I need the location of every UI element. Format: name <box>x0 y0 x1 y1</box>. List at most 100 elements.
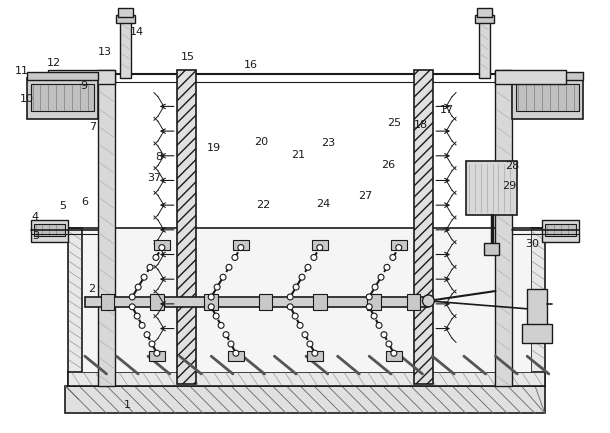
Bar <box>68 372 545 386</box>
Bar <box>27 78 98 119</box>
Text: 26: 26 <box>381 160 395 170</box>
Circle shape <box>287 294 293 300</box>
Text: 7: 7 <box>90 122 96 132</box>
Text: 22: 22 <box>256 200 270 210</box>
Bar <box>475 15 493 23</box>
Circle shape <box>386 341 392 347</box>
Bar <box>120 20 131 78</box>
Text: 20: 20 <box>254 137 269 147</box>
Bar <box>150 294 164 310</box>
Bar <box>85 297 428 307</box>
Circle shape <box>366 304 372 310</box>
Circle shape <box>378 274 384 280</box>
Circle shape <box>292 313 298 319</box>
Bar <box>101 294 115 310</box>
Circle shape <box>159 245 165 251</box>
Circle shape <box>302 332 308 338</box>
Text: 2: 2 <box>88 284 95 294</box>
Text: 19: 19 <box>206 143 221 153</box>
Bar <box>259 294 273 310</box>
Bar <box>542 220 580 242</box>
Bar <box>479 20 490 78</box>
Bar <box>228 351 244 361</box>
Circle shape <box>423 295 434 307</box>
Text: 5: 5 <box>59 201 66 211</box>
Circle shape <box>129 294 135 300</box>
Text: 1: 1 <box>124 400 131 410</box>
Bar <box>82 228 531 372</box>
Text: 8: 8 <box>156 152 163 162</box>
Text: 14: 14 <box>129 27 143 37</box>
Bar <box>516 84 579 111</box>
Bar <box>65 386 545 414</box>
Bar <box>233 240 249 249</box>
Bar <box>307 351 323 361</box>
Circle shape <box>223 332 229 338</box>
Circle shape <box>213 313 219 319</box>
Bar <box>477 8 492 16</box>
Circle shape <box>154 350 160 356</box>
Text: 25: 25 <box>387 118 401 128</box>
Circle shape <box>208 294 214 300</box>
Bar <box>484 242 500 255</box>
Text: 27: 27 <box>358 191 372 201</box>
Text: 37: 37 <box>148 173 162 183</box>
Bar <box>68 228 82 386</box>
Bar <box>545 224 576 236</box>
Circle shape <box>293 284 299 290</box>
Bar <box>512 78 583 119</box>
Text: 28: 28 <box>506 161 520 171</box>
Circle shape <box>153 255 159 260</box>
Bar <box>118 8 133 16</box>
Bar <box>512 72 583 80</box>
Text: 30: 30 <box>526 239 540 249</box>
Circle shape <box>391 350 397 356</box>
Text: 17: 17 <box>439 106 454 116</box>
Circle shape <box>297 323 303 328</box>
Circle shape <box>317 245 323 251</box>
Circle shape <box>226 265 232 270</box>
Text: 11: 11 <box>15 66 29 76</box>
Circle shape <box>366 294 372 300</box>
Circle shape <box>287 304 293 310</box>
Circle shape <box>149 341 155 347</box>
Bar <box>407 294 420 310</box>
Circle shape <box>307 341 313 347</box>
Circle shape <box>144 332 150 338</box>
Circle shape <box>135 284 141 290</box>
Text: 24: 24 <box>316 199 330 209</box>
Bar <box>414 70 433 384</box>
Circle shape <box>381 332 387 338</box>
Text: 16: 16 <box>244 60 258 70</box>
Circle shape <box>372 284 378 290</box>
Bar <box>48 70 115 84</box>
Circle shape <box>390 255 396 260</box>
Bar <box>522 323 552 343</box>
Text: 13: 13 <box>98 47 112 57</box>
Circle shape <box>396 245 402 251</box>
Bar <box>391 240 407 249</box>
Circle shape <box>208 304 214 310</box>
Text: 12: 12 <box>47 58 61 68</box>
Text: 23: 23 <box>321 138 335 148</box>
Bar <box>386 351 402 361</box>
Bar <box>149 351 165 361</box>
Circle shape <box>139 323 145 328</box>
Circle shape <box>233 350 239 356</box>
Text: 10: 10 <box>20 94 34 104</box>
Text: 15: 15 <box>181 52 195 62</box>
Bar <box>312 240 328 249</box>
Bar <box>98 70 115 386</box>
Text: 9: 9 <box>81 81 88 91</box>
Text: 18: 18 <box>414 120 428 129</box>
Circle shape <box>129 304 135 310</box>
Bar <box>495 70 565 84</box>
Bar <box>367 294 381 310</box>
Circle shape <box>228 341 234 347</box>
Circle shape <box>238 245 244 251</box>
Bar <box>117 15 135 23</box>
Bar <box>204 294 218 310</box>
Text: 21: 21 <box>291 149 305 159</box>
Circle shape <box>376 323 382 328</box>
Bar <box>27 72 98 80</box>
